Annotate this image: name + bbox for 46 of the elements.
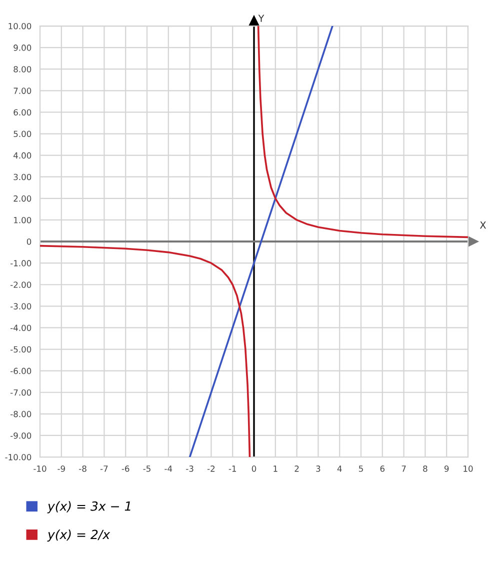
y-tick-label: 10.00 (8, 22, 32, 30)
y-tick-label: 2.00 (14, 195, 32, 202)
y-tick-label: -7.00 (10, 389, 32, 396)
y-tick-label: -9.00 (10, 432, 32, 439)
x-tick-label: 3 (316, 466, 320, 472)
x-tick-label: 6 (380, 466, 385, 472)
x-tick-label: 1 (274, 466, 278, 472)
x-tick-label: -7 (100, 466, 108, 472)
x-tick-label: 5 (358, 466, 363, 472)
x-tick-label: -5 (143, 466, 150, 472)
y-tick-label: -5.00 (10, 346, 32, 353)
x-tick-label: -10 (34, 466, 46, 472)
y-tick-label: 8.00 (14, 66, 32, 72)
x-tick-label: 4 (337, 466, 342, 472)
y-tick-label: -3.00 (10, 303, 32, 310)
x-tick-label: 10 (464, 466, 473, 472)
y-tick-label: 1.00 (14, 216, 32, 224)
y-axis-title: Y (258, 14, 264, 22)
y-tick-label: 5.00 (14, 130, 32, 138)
x-tick-label: 2 (294, 466, 299, 472)
x-tick-label: -9 (58, 466, 65, 472)
y-tick-label: -4.00 (10, 324, 32, 332)
x-tick-label: -4 (164, 466, 172, 472)
x-tick-label: 0 (252, 466, 256, 472)
x-tick-label: -3 (186, 466, 194, 472)
y-tick-label: -6.00 (10, 368, 32, 374)
y-tick-label: -8.00 (10, 410, 32, 418)
y-tick-label: 7.00 (14, 88, 32, 94)
x-tick-label: 7 (402, 466, 406, 472)
x-axis-title: X (480, 222, 486, 229)
legend-label: y(x) = 3x − 1 (47, 501, 130, 514)
y-tick-label: 0 (26, 238, 32, 245)
y-tick-label: 4.00 (14, 152, 32, 159)
y-tick-label: -2.00 (10, 282, 32, 288)
x-tick-label: -2 (207, 466, 215, 472)
x-tick-label: -8 (79, 466, 86, 472)
x-tick-label: 9 (444, 466, 449, 472)
y-tick-label: 3.00 (14, 174, 32, 180)
x-tick-label: -6 (122, 466, 130, 472)
y-tick-label: -1.00 (10, 260, 32, 266)
x-tick-label: 8 (423, 466, 428, 472)
y-tick-label: 6.00 (14, 109, 32, 116)
y-tick-label: -10.00 (5, 454, 32, 460)
x-tick-label: -1 (228, 466, 236, 472)
legend-label: y(x) = 2/x (47, 530, 110, 542)
y-tick-label: 9.00 (14, 44, 32, 51)
